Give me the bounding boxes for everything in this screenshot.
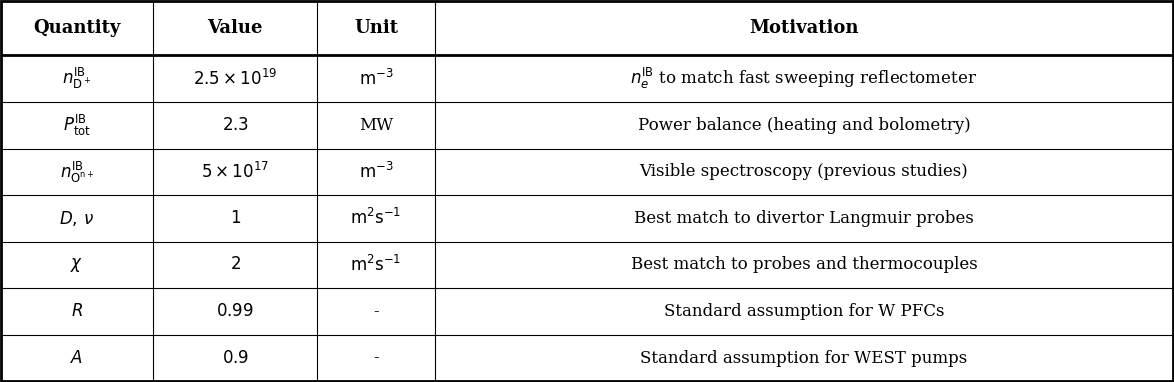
Text: $\mathrm{m^2s^{-1}}$: $\mathrm{m^2s^{-1}}$ (350, 255, 402, 275)
Text: Quantity: Quantity (33, 19, 121, 37)
Text: $\mathrm{m^{-3}}$: $\mathrm{m^{-3}}$ (358, 69, 393, 89)
Text: $\mathrm{m^2s^{-1}}$: $\mathrm{m^2s^{-1}}$ (350, 208, 402, 228)
Text: $D,\, \nu$: $D,\, \nu$ (60, 209, 94, 228)
Text: $2.3$: $2.3$ (222, 117, 249, 134)
Text: $0.99$: $0.99$ (216, 303, 254, 320)
Text: Standard assumption for WEST pumps: Standard assumption for WEST pumps (640, 350, 967, 366)
Text: $n_{\mathrm{D^+}}^{\mathrm{IB}}$: $n_{\mathrm{D^+}}^{\mathrm{IB}}$ (62, 66, 92, 91)
Text: Motivation: Motivation (749, 19, 858, 37)
Text: $n_e^{\mathrm{IB}}$ to match fast sweeping reflectometer: $n_e^{\mathrm{IB}}$ to match fast sweepi… (630, 66, 978, 91)
Text: $2$: $2$ (230, 256, 241, 274)
Text: $A$: $A$ (70, 350, 83, 366)
Text: $P_{\mathrm{tot}}^{\mathrm{IB}}$: $P_{\mathrm{tot}}^{\mathrm{IB}}$ (63, 113, 90, 138)
Text: $R$: $R$ (70, 303, 83, 320)
Text: Standard assumption for W PFCs: Standard assumption for W PFCs (663, 303, 944, 320)
Text: $\chi$: $\chi$ (70, 256, 83, 274)
Text: $n_{\mathrm{O^{n+}}}^{\mathrm{IB}}$: $n_{\mathrm{O^{n+}}}^{\mathrm{IB}}$ (60, 159, 94, 185)
Text: $1$: $1$ (230, 210, 241, 227)
Text: $5 \times 10^{17}$: $5 \times 10^{17}$ (201, 162, 269, 182)
Text: Visible spectroscopy (previous studies): Visible spectroscopy (previous studies) (640, 163, 969, 180)
Text: $\mathrm{m^{-3}}$: $\mathrm{m^{-3}}$ (358, 162, 393, 182)
Text: MW: MW (359, 117, 393, 134)
Text: -: - (373, 350, 379, 366)
Text: $0.9$: $0.9$ (222, 350, 249, 366)
Text: Unit: Unit (353, 19, 398, 37)
Text: Power balance (heating and bolometry): Power balance (heating and bolometry) (637, 117, 970, 134)
Text: Value: Value (208, 19, 263, 37)
Text: $2.5 \times 10^{19}$: $2.5 \times 10^{19}$ (193, 69, 277, 89)
Text: Best match to probes and thermocouples: Best match to probes and thermocouples (630, 256, 977, 274)
Text: Best match to divertor Langmuir probes: Best match to divertor Langmuir probes (634, 210, 974, 227)
Text: -: - (373, 303, 379, 320)
